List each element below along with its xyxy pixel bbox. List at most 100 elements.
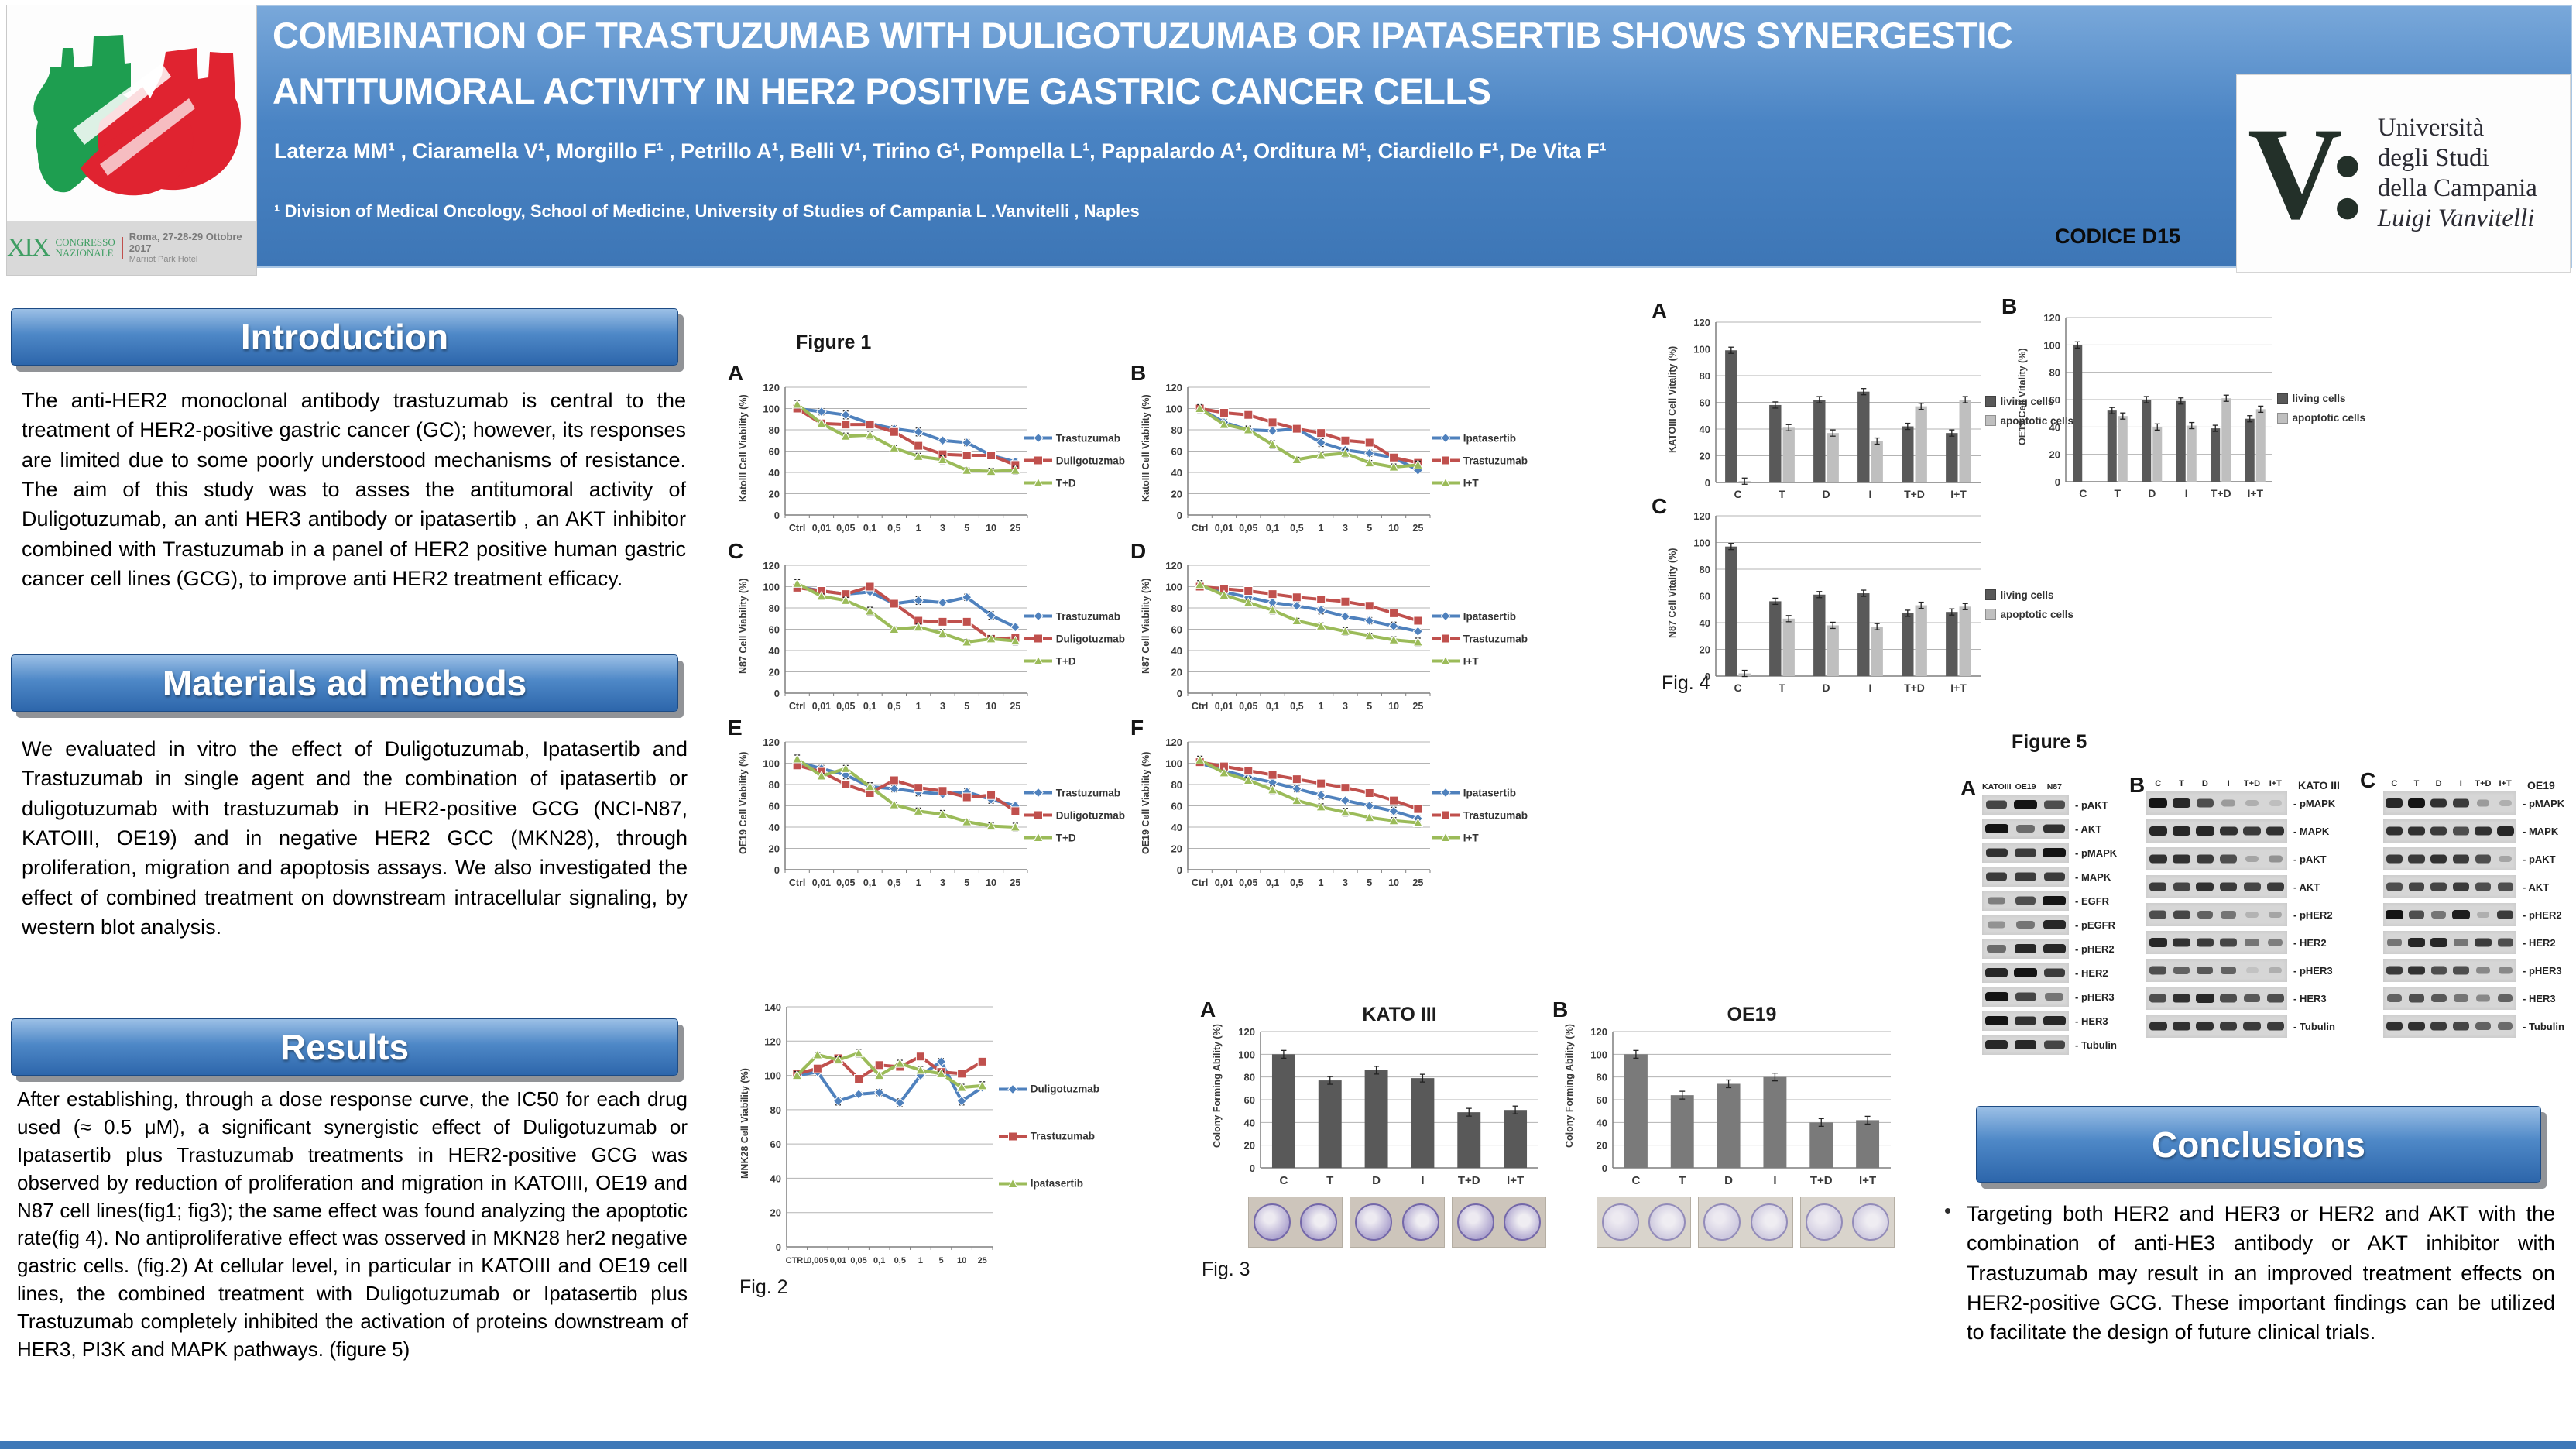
svg-text:C: C <box>1734 682 1741 694</box>
svg-text:5: 5 <box>964 877 969 888</box>
university-name-line4: Luigi Vanvitelli <box>2377 204 2535 232</box>
fig3-oe19-colony-photos <box>1597 1197 1895 1248</box>
svg-text:I+T: I+T <box>2247 487 2263 500</box>
svg-text:0,5: 0,5 <box>887 877 900 888</box>
figure3-label: Fig. 3 <box>1202 1258 1250 1280</box>
svg-text:5: 5 <box>1367 523 1372 534</box>
svg-text:25: 25 <box>1010 523 1020 534</box>
svg-text:20: 20 <box>1700 644 1710 656</box>
svg-text:10: 10 <box>1388 701 1399 712</box>
svg-text:140: 140 <box>764 1001 781 1013</box>
svg-text:I: I <box>1773 1174 1776 1187</box>
university-name-line2: degli Studi <box>2377 144 2489 173</box>
svg-text:T+D: T+D <box>1904 682 1925 694</box>
svg-text:100: 100 <box>1165 403 1182 415</box>
svg-text:Ctrl: Ctrl <box>1192 701 1209 712</box>
svg-text:20: 20 <box>1700 451 1710 462</box>
svg-text:CTRL: CTRL <box>786 1256 809 1265</box>
svg-text:100: 100 <box>1238 1049 1255 1060</box>
svg-text:0: 0 <box>776 1241 781 1253</box>
university-name: Università degli Studi della Campania Lu… <box>2378 113 2537 234</box>
fig5-panel-c-letter: C <box>2360 768 2376 792</box>
congress-logo: XIX CONGRESSO NAZIONALE Roma, 27-28-29 O… <box>6 5 257 276</box>
svg-text:60: 60 <box>770 1138 781 1150</box>
svg-text:D: D <box>1372 1174 1381 1187</box>
svg-text:5: 5 <box>964 523 969 534</box>
svg-text:80: 80 <box>2049 367 2060 379</box>
svg-text:60: 60 <box>2049 394 2060 406</box>
svg-text:20: 20 <box>1171 489 1182 500</box>
svg-text:100: 100 <box>763 582 780 593</box>
svg-text:40: 40 <box>1171 467 1182 479</box>
fig1-panel-e-line-chart: OE19 Cell Viability (%) 0 20 40 60 80 100 120 Ct… <box>738 737 1125 888</box>
introduction-body: The anti-HER2 monoclonal antibody trastu… <box>22 389 686 590</box>
colony-well-photo <box>1851 1203 1889 1241</box>
svg-text:I+T: I+T <box>1950 488 1967 500</box>
svg-text:I: I <box>2185 487 2188 500</box>
svg-text:1: 1 <box>916 523 921 534</box>
svg-text:T: T <box>1779 682 1785 694</box>
svg-text:Ctrl: Ctrl <box>1192 877 1209 888</box>
authors: Laterza MM¹ , Ciaramella V¹, Morgillo F¹… <box>274 139 1607 163</box>
svg-text:120: 120 <box>1165 560 1182 572</box>
svg-text:0,1: 0,1 <box>863 877 876 888</box>
svg-text:25: 25 <box>1412 523 1423 534</box>
fig5-western-blot-panel-c: C T D I T+D I+T OE19- pMAPK - MAPK - pAKT - AKT - … <box>2383 779 2576 1050</box>
fig3-panel-a-letter: A <box>1200 997 1216 1022</box>
svg-text:20: 20 <box>1171 843 1182 855</box>
svg-text:40: 40 <box>769 822 780 833</box>
svg-text:25: 25 <box>1010 877 1020 888</box>
svg-text:Ctrl: Ctrl <box>789 701 806 712</box>
svg-text:25: 25 <box>1412 701 1423 712</box>
svg-text:0,5: 0,5 <box>1290 701 1303 712</box>
svg-text:60: 60 <box>1171 801 1182 812</box>
svg-text:40: 40 <box>769 467 780 479</box>
colony-well-photo <box>1355 1203 1393 1241</box>
colony-well-photo <box>1300 1203 1338 1241</box>
svg-text:0,5: 0,5 <box>894 1256 906 1265</box>
svg-text:T: T <box>1679 1174 1686 1187</box>
fig1-panel-d-letter: D <box>1130 539 1147 563</box>
svg-text:1: 1 <box>916 701 921 712</box>
svg-text:0,05: 0,05 <box>836 523 855 534</box>
svg-text:40: 40 <box>2049 421 2060 433</box>
fig4-panel-b-letter: B <box>2001 294 2018 318</box>
svg-text:0: 0 <box>1177 510 1182 521</box>
svg-text:20: 20 <box>769 667 780 678</box>
svg-text:0,01: 0,01 <box>812 877 831 888</box>
svg-text:120: 120 <box>763 737 780 748</box>
colony-well-photo <box>1503 1203 1541 1241</box>
svg-text:60: 60 <box>1171 624 1182 636</box>
svg-text:120: 120 <box>1693 317 1710 328</box>
svg-text:5: 5 <box>964 701 969 712</box>
svg-text:0,1: 0,1 <box>863 701 876 712</box>
svg-text:80: 80 <box>1597 1072 1607 1083</box>
svg-text:40: 40 <box>1171 645 1182 657</box>
svg-text:40: 40 <box>1700 617 1710 629</box>
svg-text:T+D: T+D <box>2211 487 2231 500</box>
svg-text:0,5: 0,5 <box>1290 523 1303 534</box>
svg-text:5: 5 <box>1367 877 1372 888</box>
svg-text:100: 100 <box>1165 582 1182 593</box>
svg-text:100: 100 <box>1165 758 1182 770</box>
svg-text:0,005: 0,005 <box>807 1256 828 1265</box>
svg-text:0: 0 <box>1705 671 1710 682</box>
svg-text:T: T <box>1326 1174 1333 1187</box>
fig1-panel-a-line-chart: KatoIII Cell Viability (%) 0 20 40 60 80 100 12… <box>738 382 1125 534</box>
svg-text:D: D <box>1822 488 1830 500</box>
svg-text:0,1: 0,1 <box>1266 877 1279 888</box>
svg-text:D: D <box>1822 682 1830 694</box>
svg-text:10: 10 <box>1388 523 1399 534</box>
svg-text:C: C <box>1734 488 1741 500</box>
svg-text:3: 3 <box>940 877 945 888</box>
svg-text:10: 10 <box>986 523 996 534</box>
svg-text:3: 3 <box>940 701 945 712</box>
conclusions-bullet <box>1945 1208 1950 1214</box>
svg-text:10: 10 <box>986 877 996 888</box>
svg-text:25: 25 <box>1010 701 1020 712</box>
svg-text:T: T <box>2114 487 2121 500</box>
fig4-katoiii-grouped-bar-chart: KATOIII Cell Vitality (%) 0 20 40 60 80 100 120… <box>1667 317 2073 500</box>
poster-title-line2: ANTITUMORAL ACTIVITY IN HER2 POSITIVE GA… <box>273 70 1491 112</box>
svg-text:100: 100 <box>1693 344 1710 355</box>
svg-text:20: 20 <box>1597 1140 1607 1152</box>
